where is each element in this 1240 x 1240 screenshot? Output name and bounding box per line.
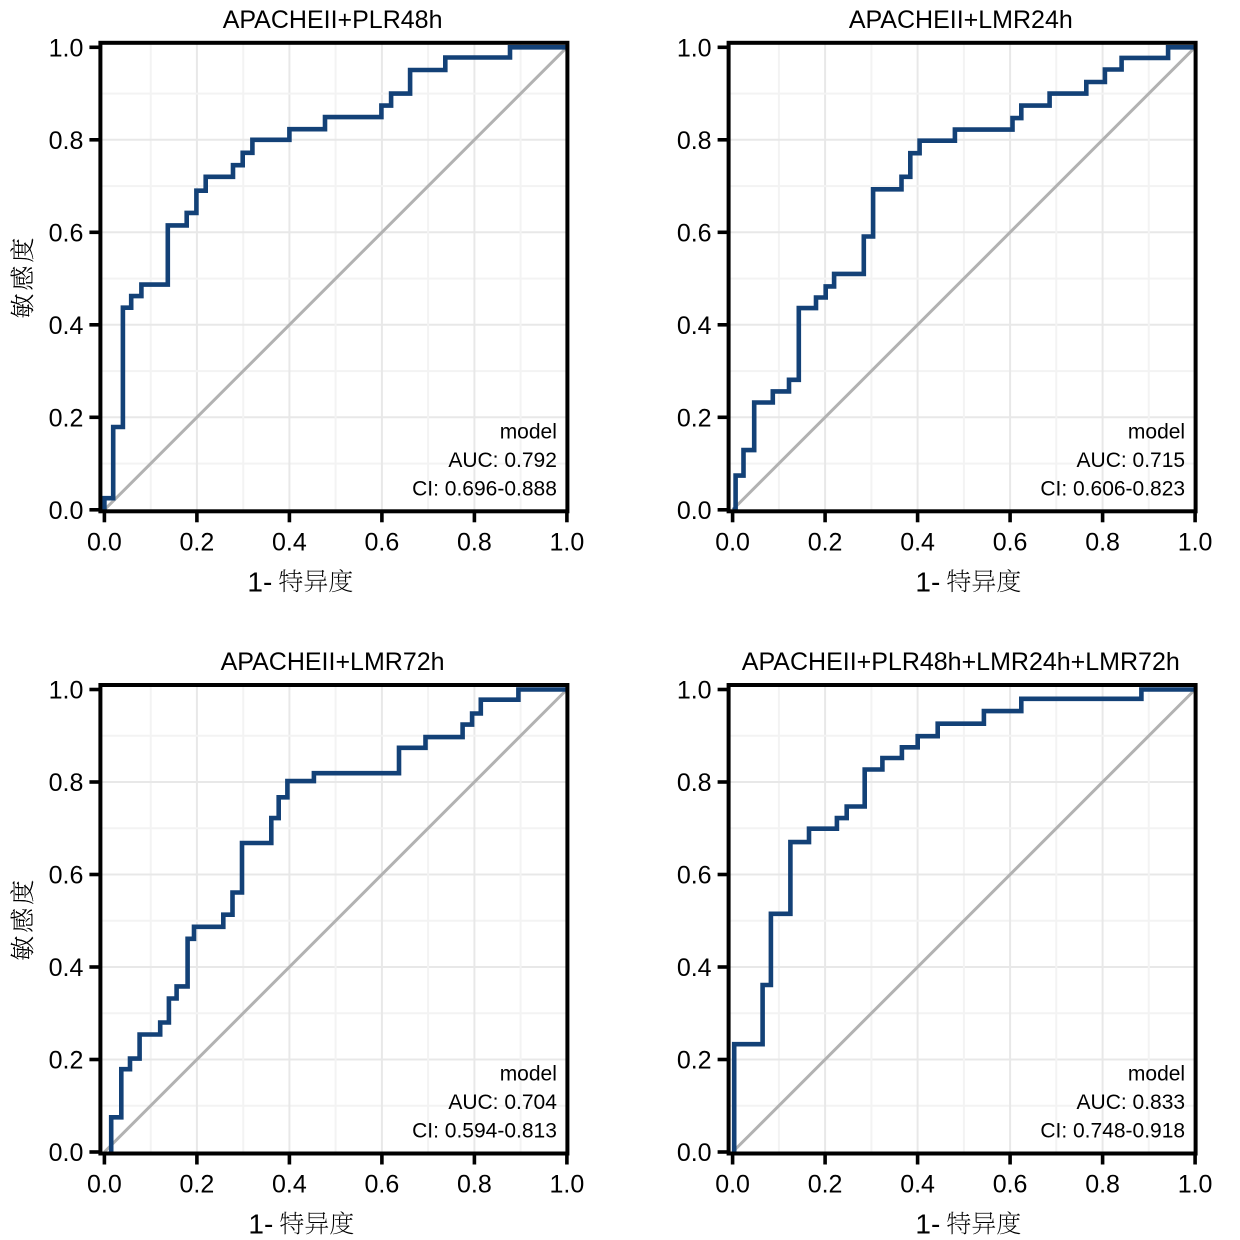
svg-text:1-: 1- <box>248 1209 273 1240</box>
svg-text:model: model <box>500 420 557 443</box>
svg-text:AUC: 0.704: AUC: 0.704 <box>448 1091 557 1114</box>
svg-text:0.0: 0.0 <box>49 497 84 525</box>
svg-text:APACHEII+PLR48h+LMR24h+LMR72h: APACHEII+PLR48h+LMR24h+LMR72h <box>742 648 1180 676</box>
svg-text:model: model <box>1128 1063 1185 1086</box>
svg-text:0.0: 0.0 <box>87 528 122 556</box>
svg-text:1.0: 1.0 <box>1178 1171 1213 1199</box>
svg-text:AUC: 0.792: AUC: 0.792 <box>448 449 557 472</box>
svg-text:1-: 1- <box>915 566 940 597</box>
svg-text:0.2: 0.2 <box>677 404 712 432</box>
svg-text:0.6: 0.6 <box>677 862 712 890</box>
svg-text:0.4: 0.4 <box>272 528 307 556</box>
svg-text:APACHEII+LMR24h: APACHEII+LMR24h <box>849 6 1073 34</box>
svg-text:0.6: 0.6 <box>365 528 400 556</box>
svg-text:0.0: 0.0 <box>677 497 712 525</box>
svg-text:0.6: 0.6 <box>993 528 1028 556</box>
svg-text:1.0: 1.0 <box>49 34 84 62</box>
svg-text:0.2: 0.2 <box>49 1047 84 1075</box>
svg-text:0.2: 0.2 <box>49 404 84 432</box>
svg-text:0.0: 0.0 <box>715 528 750 556</box>
svg-text:0.8: 0.8 <box>1085 1171 1120 1199</box>
svg-text:0.0: 0.0 <box>87 1171 122 1199</box>
svg-text:1.0: 1.0 <box>677 677 712 705</box>
svg-text:1.0: 1.0 <box>677 34 712 62</box>
svg-text:0.8: 0.8 <box>677 127 712 155</box>
svg-text:CI: 0.696-0.888: CI: 0.696-0.888 <box>412 477 557 500</box>
svg-text:0.4: 0.4 <box>272 1171 307 1199</box>
svg-text:1.0: 1.0 <box>550 528 585 556</box>
svg-text:0.0: 0.0 <box>677 1139 712 1167</box>
svg-text:0.4: 0.4 <box>677 954 712 982</box>
svg-text:0.2: 0.2 <box>808 528 843 556</box>
svg-text:0.8: 0.8 <box>457 528 492 556</box>
svg-text:0.2: 0.2 <box>808 1171 843 1199</box>
svg-text:CI: 0.748-0.918: CI: 0.748-0.918 <box>1040 1120 1185 1143</box>
svg-text:0.6: 0.6 <box>993 1171 1028 1199</box>
svg-text:model: model <box>500 1063 557 1086</box>
svg-text:0.8: 0.8 <box>49 769 84 797</box>
svg-text:0.6: 0.6 <box>49 862 84 890</box>
svg-text:0.6: 0.6 <box>677 219 712 247</box>
svg-text:0.2: 0.2 <box>180 528 215 556</box>
svg-text:1.0: 1.0 <box>1178 528 1213 556</box>
svg-text:0.4: 0.4 <box>49 954 84 982</box>
svg-text:0.0: 0.0 <box>49 1139 84 1167</box>
svg-text:1.0: 1.0 <box>550 1171 585 1199</box>
svg-text:0.8: 0.8 <box>49 127 84 155</box>
svg-text:0.6: 0.6 <box>49 219 84 247</box>
svg-text:0.4: 0.4 <box>900 1171 935 1199</box>
svg-text:model: model <box>1128 420 1185 443</box>
svg-text:0.8: 0.8 <box>1085 528 1120 556</box>
svg-text:APACHEII+PLR48h: APACHEII+PLR48h <box>223 6 443 34</box>
svg-text:0.0: 0.0 <box>715 1171 750 1199</box>
svg-text:1-: 1- <box>247 566 272 597</box>
svg-text:0.4: 0.4 <box>49 312 84 340</box>
svg-text:0.6: 0.6 <box>365 1171 400 1199</box>
svg-text:0.8: 0.8 <box>677 769 712 797</box>
svg-text:CI: 0.594-0.813: CI: 0.594-0.813 <box>412 1120 557 1143</box>
svg-text:0.4: 0.4 <box>677 312 712 340</box>
svg-text:1-: 1- <box>915 1209 940 1240</box>
svg-text:1.0: 1.0 <box>49 677 84 705</box>
svg-text:0.8: 0.8 <box>457 1171 492 1199</box>
svg-text:0.4: 0.4 <box>900 528 935 556</box>
svg-text:0.2: 0.2 <box>180 1171 215 1199</box>
svg-text:CI: 0.606-0.823: CI: 0.606-0.823 <box>1040 477 1185 500</box>
svg-text:APACHEII+LMR72h: APACHEII+LMR72h <box>221 648 445 676</box>
svg-text:AUC: 0.715: AUC: 0.715 <box>1077 449 1186 472</box>
svg-text:AUC: 0.833: AUC: 0.833 <box>1077 1091 1186 1114</box>
svg-text:0.2: 0.2 <box>677 1047 712 1075</box>
